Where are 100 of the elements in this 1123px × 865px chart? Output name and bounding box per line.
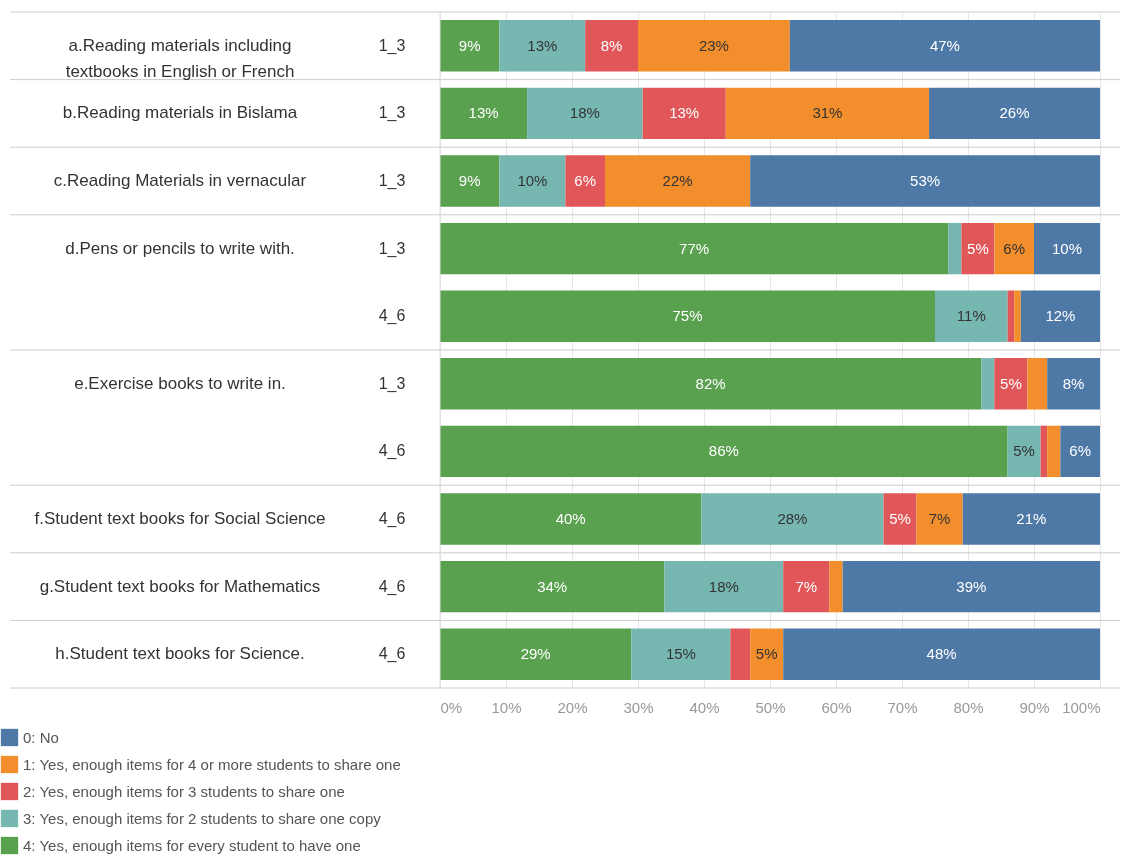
bar	[638, 20, 790, 72]
data-label: 86%	[708, 442, 739, 460]
data-label: 75%	[672, 307, 703, 325]
bar	[440, 290, 935, 342]
data-label: 7%	[795, 577, 818, 595]
bar	[962, 493, 1100, 545]
text: h.Student text books for Science.	[55, 644, 305, 664]
data-label: 26%	[999, 104, 1030, 122]
data-label: 13%	[468, 104, 499, 122]
bar	[440, 87, 528, 140]
data-label: 10%	[1051, 239, 1083, 257]
data-label: 39%	[956, 577, 987, 595]
text: e.Exercise books to write in.	[74, 373, 286, 393]
bar	[935, 290, 1008, 342]
bar	[440, 222, 949, 275]
data-label: 5%	[889, 510, 911, 527]
y-tick-label: 4_6	[378, 307, 406, 326]
bar	[1014, 290, 1021, 342]
data-label: 48%	[926, 645, 957, 663]
text: c.Reading Materials in vernacular	[53, 171, 307, 190]
bar	[916, 493, 963, 545]
bar	[1007, 425, 1041, 478]
data-label: 31%	[812, 104, 843, 122]
data-label: 77%	[679, 239, 710, 257]
bar	[440, 560, 665, 613]
text: d.Pens or pencils to write with.	[65, 238, 295, 258]
bar	[783, 628, 1100, 680]
data-label: 12%	[1045, 307, 1076, 325]
bar	[440, 628, 632, 680]
x-tick-label: 70%	[887, 698, 918, 716]
data-label: 18%	[569, 104, 600, 122]
bar	[1034, 222, 1100, 275]
bar	[981, 358, 995, 410]
data-label: 47%	[929, 36, 960, 54]
bar	[440, 425, 1008, 478]
bar	[994, 222, 1034, 275]
x-tick-label: 80%	[953, 698, 984, 716]
x-tick-label: 10%	[491, 698, 522, 716]
bar	[750, 155, 1100, 207]
bar	[725, 87, 930, 140]
data-label: 18%	[708, 577, 739, 595]
x-tick-label: 90%	[1019, 698, 1050, 716]
bar	[1047, 358, 1100, 410]
data-label: 5%	[967, 239, 989, 257]
bar	[1027, 358, 1048, 410]
data-label: 11%	[956, 307, 986, 325]
bar	[948, 222, 962, 275]
data-label: 53%	[910, 172, 941, 189]
data-label: 10%	[517, 172, 548, 189]
data-label: 7%	[928, 510, 951, 527]
y-tick-label: 1_3	[378, 239, 406, 258]
bar	[565, 155, 605, 207]
bar	[961, 222, 995, 275]
x-tick-label: 50%	[755, 698, 786, 716]
bar	[1060, 425, 1100, 478]
bar	[783, 560, 830, 613]
data-label: 40%	[555, 510, 586, 527]
bar	[1020, 290, 1100, 342]
legend-label: 4: Yes, enough items for every student to have one	[23, 836, 361, 854]
data-label: 5%	[755, 645, 778, 663]
x-tick-label: 100%	[1062, 698, 1101, 716]
legend-label: 0: No	[23, 728, 59, 746]
data-label: 15%	[665, 645, 696, 663]
bar	[842, 560, 1100, 613]
bar	[701, 493, 884, 545]
bar	[440, 155, 500, 207]
text: a.Reading materials including textbooks in English or French	[65, 35, 295, 81]
bar	[642, 87, 726, 140]
data-label: 9%	[458, 172, 481, 189]
bar	[1040, 425, 1048, 478]
x-tick-label: 40%	[689, 698, 720, 716]
bar	[631, 628, 731, 680]
bar	[440, 493, 702, 545]
y-tick-label: 4_6	[378, 577, 406, 596]
data-label: 28%	[777, 510, 808, 527]
y-tick-label: 1_3	[378, 104, 406, 123]
data-label: 6%	[1003, 239, 1026, 257]
data-label: 34%	[537, 577, 568, 595]
data-label: 5%	[1013, 442, 1035, 460]
data-label: 13%	[669, 104, 700, 122]
bar	[1047, 425, 1061, 478]
data-label: 22%	[662, 172, 693, 189]
bar	[527, 87, 643, 140]
bar	[605, 155, 751, 207]
data-label: 82%	[695, 374, 726, 392]
x-tick-label: 20%	[557, 698, 588, 716]
legend-label: 2: Yes, enough items for 3 students to share one	[23, 782, 345, 800]
bar	[1007, 290, 1015, 342]
bar	[440, 358, 982, 410]
data-label: 21%	[1016, 510, 1047, 527]
y-tick-label: 1_3	[378, 172, 406, 190]
bar	[750, 628, 784, 680]
x-tick-label: 30%	[623, 698, 654, 716]
y-tick-label: 4_6	[378, 442, 406, 461]
bar	[929, 87, 1100, 140]
data-label: 29%	[520, 645, 551, 663]
text: b.Reading materials in Bislama	[62, 103, 298, 123]
legend-label: 3: Yes, enough items for 2 students to share one copy	[23, 809, 382, 827]
bar	[499, 20, 586, 72]
y-tick-label: 1_3	[378, 374, 406, 393]
